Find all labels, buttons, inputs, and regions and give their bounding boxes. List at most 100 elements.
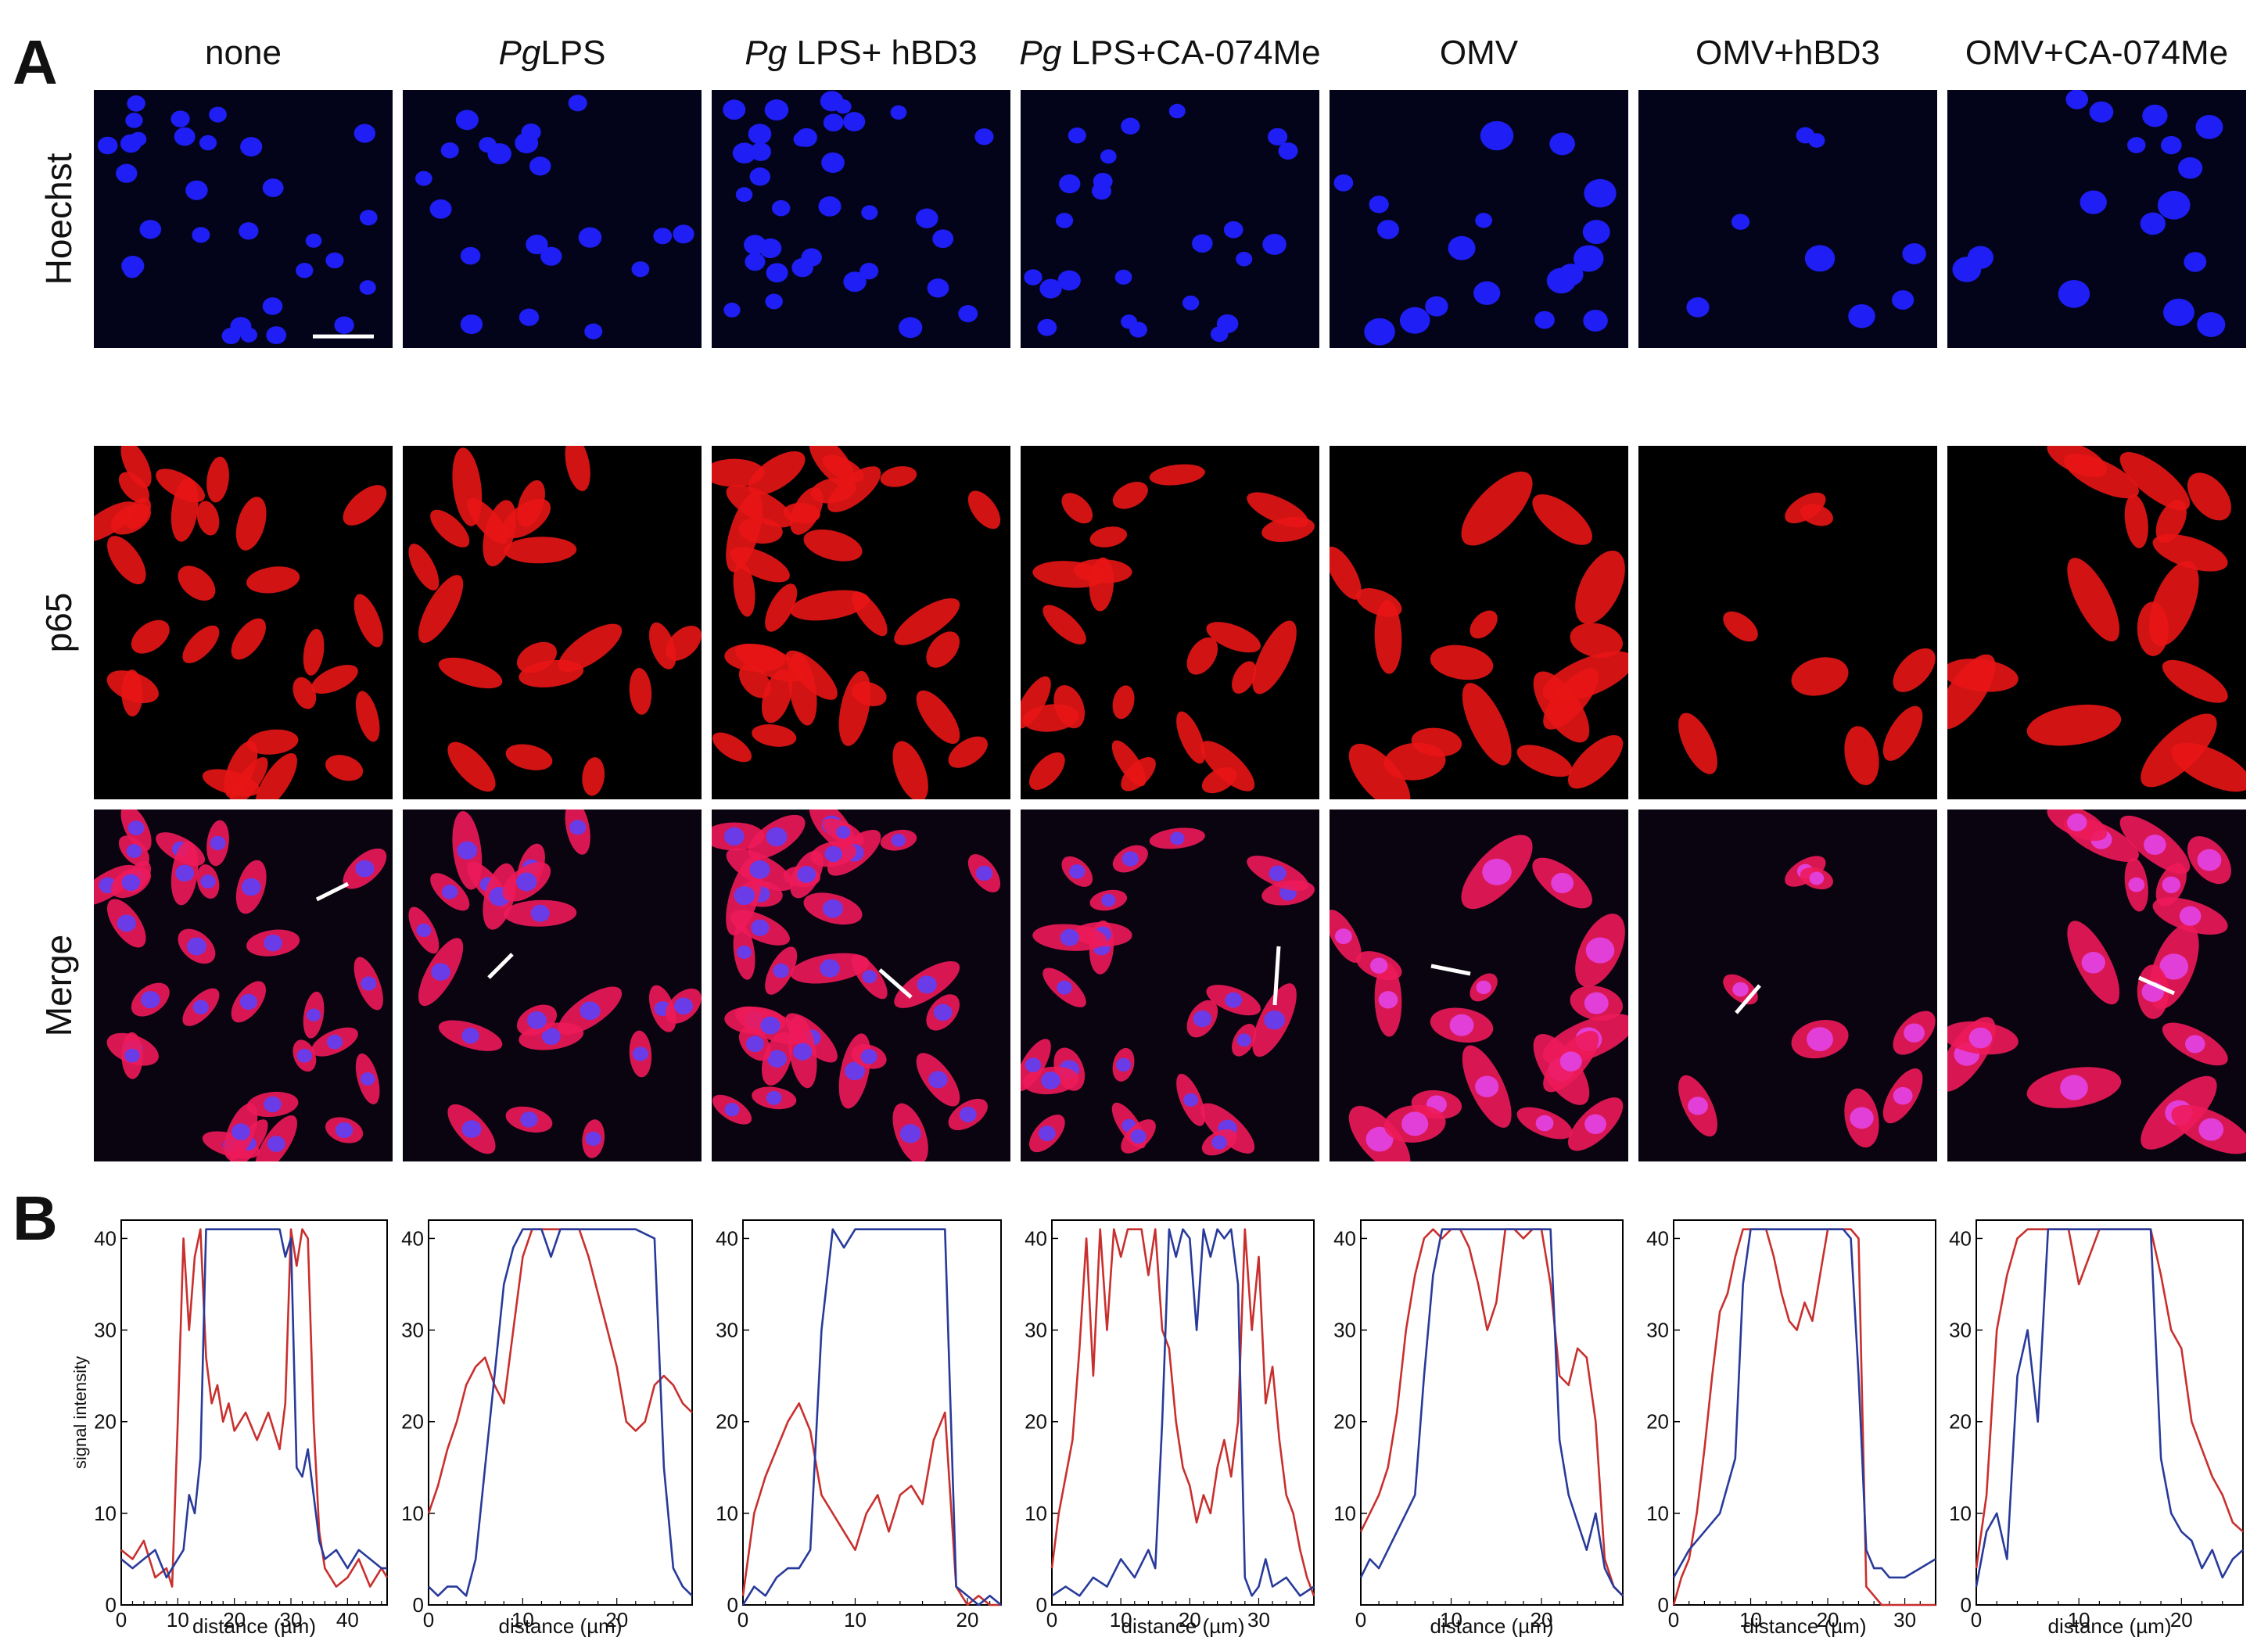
merged-nucleus [1732, 982, 1749, 997]
cell-body [1201, 766, 1237, 794]
x-tick-label: 30 [1893, 1608, 1916, 1632]
hoechst-trace [1975, 1228, 2244, 1587]
nucleus [123, 263, 142, 278]
nucleus [1582, 220, 1610, 245]
p65-micrograph [712, 446, 1010, 799]
nucleus [266, 326, 287, 344]
cell-body [246, 729, 299, 755]
cell-body [1543, 668, 1599, 730]
cell-body [1089, 526, 1128, 547]
nucleus [1731, 214, 1750, 230]
y-tick-label: 10 [1949, 1502, 1972, 1525]
merged-nucleus [2185, 1035, 2205, 1054]
hoechst-trace [1672, 1228, 1936, 1579]
cell-body [343, 485, 387, 526]
cell-body [325, 755, 364, 781]
cell-body [765, 583, 798, 632]
y-tick-label: 10 [1333, 1502, 1356, 1525]
cell-body [810, 477, 856, 504]
x-tick-label: 10 [167, 1608, 189, 1632]
merged-nucleus [822, 899, 844, 918]
cell-body [1882, 705, 1923, 761]
cell-body [120, 446, 152, 488]
y-tick-label: 40 [401, 1226, 424, 1250]
nucleus [239, 222, 259, 240]
cell-body [629, 667, 652, 715]
cell-body [2119, 452, 2191, 511]
cell-body [880, 466, 917, 487]
cell-body [1844, 726, 1879, 785]
x-tick-label: 0 [737, 1608, 748, 1632]
plot-frame [120, 1219, 388, 1606]
merged-nucleus [1038, 1125, 1056, 1142]
cell-body [735, 643, 806, 682]
x-axis-label: distance (µm) [1430, 1614, 1553, 1637]
nucleus [127, 95, 145, 112]
cell-body [182, 625, 220, 663]
y-tick-label: 20 [1646, 1410, 1669, 1434]
cell-body [118, 472, 150, 504]
nucleus [1093, 172, 1113, 190]
profile-line [1735, 984, 1761, 1014]
x-tick-label: 20 [1817, 1608, 1839, 1632]
hoechst-micrograph [403, 90, 702, 348]
plot-frame [742, 1219, 1002, 1606]
nucleus [2184, 252, 2207, 272]
merged-nucleus [928, 1071, 948, 1089]
nucleus [262, 297, 283, 315]
nucleus [1425, 296, 1448, 317]
cell-body [1112, 685, 1135, 720]
profile-line [1272, 946, 1281, 1006]
hoechst-trace [741, 1228, 1002, 1606]
nucleus [97, 136, 118, 155]
x-tick-label: 20 [2170, 1608, 2193, 1632]
x-tick-label: 20 [223, 1608, 246, 1632]
y-tick-label: 40 [1333, 1226, 1356, 1250]
plot-frame [1360, 1219, 1624, 1606]
merged-nucleus [1551, 872, 1574, 894]
nucleus [1376, 220, 1399, 239]
cell-body [1186, 637, 1218, 675]
nucleus [861, 205, 878, 221]
merged-nucleus [2179, 906, 2202, 926]
nucleus [759, 238, 782, 259]
nucleus [455, 109, 479, 131]
cell-body [2067, 558, 2120, 642]
y-tick-label: 40 [716, 1226, 738, 1250]
column-label: PgLPS [399, 30, 705, 77]
column-label-plain-after: LPS+CA-074Me [1061, 34, 1321, 72]
merged-nucleus [239, 993, 257, 1010]
nucleus [1892, 290, 1915, 310]
cell-body [311, 664, 358, 694]
merged-nucleus [241, 878, 261, 896]
merged-nucleus [1211, 1135, 1228, 1150]
nucleus [359, 210, 378, 226]
nucleus [1967, 246, 1994, 269]
nucleus [723, 302, 741, 318]
cell-body [2171, 742, 2246, 792]
cell-body [255, 752, 297, 799]
merged-nucleus [632, 1046, 649, 1061]
merged-nucleus [267, 1136, 285, 1152]
hoechst-micrograph [94, 90, 393, 348]
cell-body [438, 657, 503, 689]
nucleus [1037, 318, 1057, 336]
merged-nucleus [2144, 835, 2166, 855]
nucleus [296, 263, 314, 278]
merged-nucleus [891, 833, 906, 847]
x-tick-label: 10 [1110, 1608, 1132, 1632]
merged-nucleus [1060, 928, 1079, 946]
nucleus [653, 228, 673, 245]
nucleus [2157, 190, 2191, 220]
merged-nucleus [1225, 992, 1243, 1008]
cell-body [1200, 741, 1255, 792]
merged-nucleus [836, 825, 851, 839]
merged-nucleus [845, 1061, 866, 1081]
cell-body [516, 641, 557, 673]
p65-micrograph [1638, 446, 1937, 799]
nucleus [526, 235, 548, 255]
merged-nucleus [1378, 991, 1398, 1009]
cell-body [408, 544, 440, 591]
nucleus [1278, 142, 1298, 160]
nucleus [353, 124, 376, 143]
